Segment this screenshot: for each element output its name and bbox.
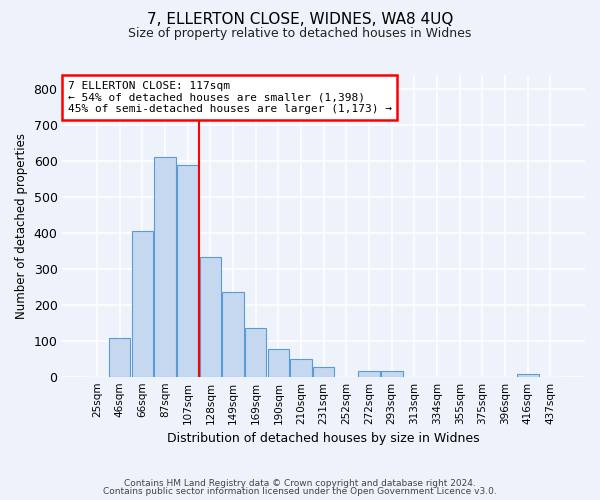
Y-axis label: Number of detached properties: Number of detached properties	[15, 133, 28, 319]
Text: Contains HM Land Registry data © Crown copyright and database right 2024.: Contains HM Land Registry data © Crown c…	[124, 478, 476, 488]
Text: 7, ELLERTON CLOSE, WIDNES, WA8 4UQ: 7, ELLERTON CLOSE, WIDNES, WA8 4UQ	[147, 12, 453, 28]
Bar	[200, 258, 221, 376]
Bar	[222, 292, 244, 376]
Bar	[268, 349, 289, 376]
Bar	[313, 368, 334, 376]
Text: 7 ELLERTON CLOSE: 117sqm
← 54% of detached houses are smaller (1,398)
45% of sem: 7 ELLERTON CLOSE: 117sqm ← 54% of detach…	[68, 81, 392, 114]
Text: Contains public sector information licensed under the Open Government Licence v3: Contains public sector information licen…	[103, 488, 497, 496]
Bar	[381, 372, 403, 376]
Bar	[358, 372, 380, 376]
X-axis label: Distribution of detached houses by size in Widnes: Distribution of detached houses by size …	[167, 432, 480, 445]
Bar	[177, 165, 199, 376]
Bar	[245, 328, 266, 376]
Bar	[517, 374, 539, 376]
Text: Size of property relative to detached houses in Widnes: Size of property relative to detached ho…	[128, 28, 472, 40]
Bar	[131, 231, 153, 376]
Bar	[109, 338, 130, 376]
Bar	[290, 358, 312, 376]
Bar	[154, 157, 176, 376]
